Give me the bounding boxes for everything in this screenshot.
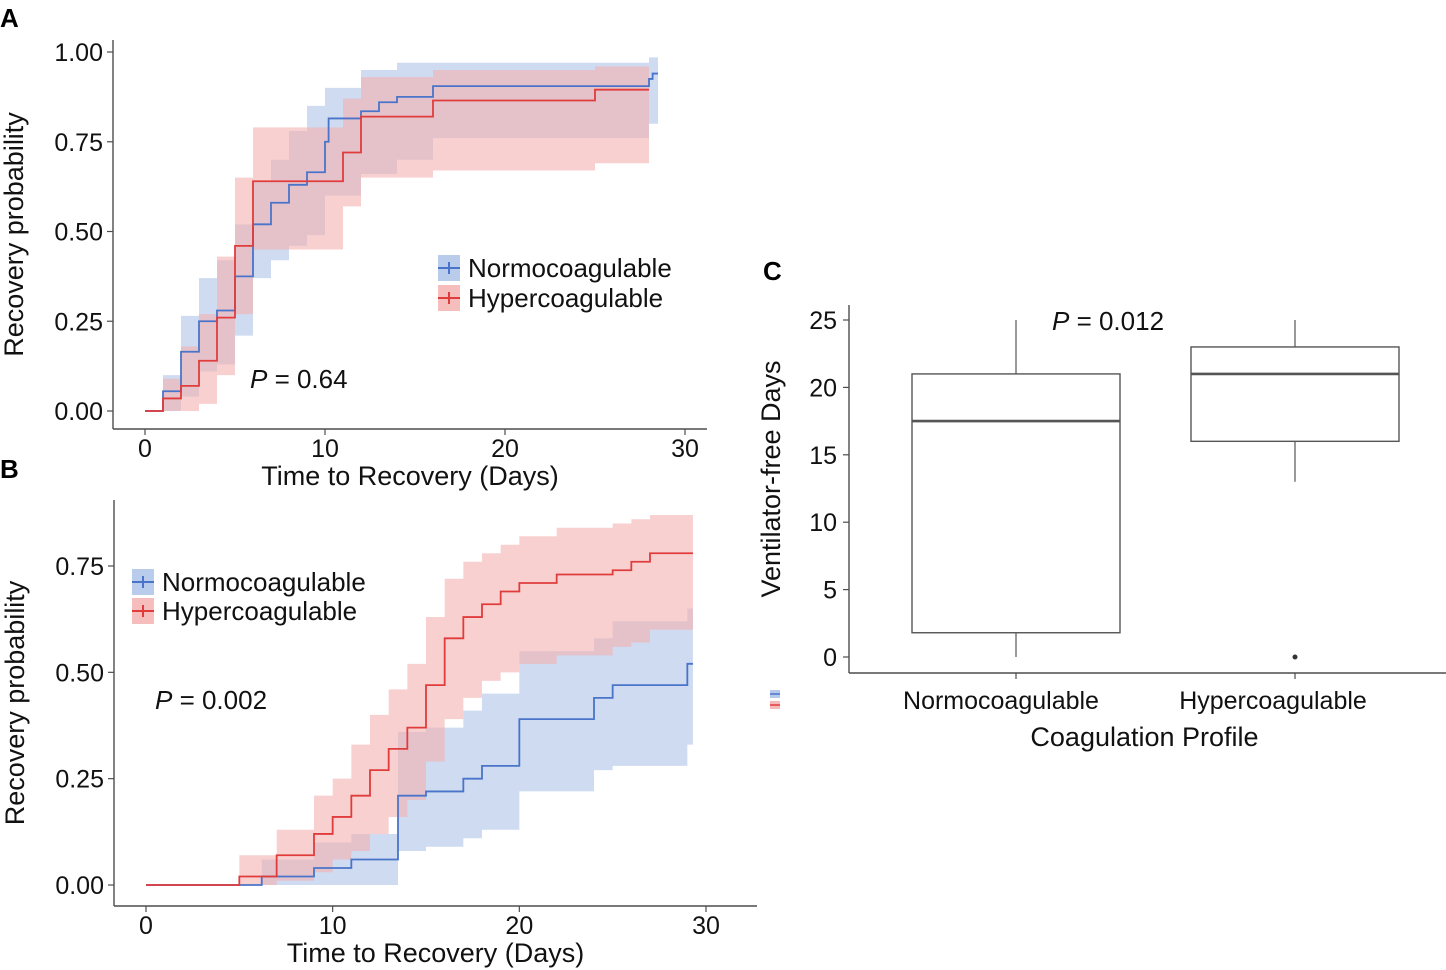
panel-b: 0.00 0.25 0.50 0.75 0 10 20 30 Time to Recovery … xyxy=(0,454,780,968)
y-tick-label: 0.75 xyxy=(55,553,104,581)
p-value-annotation: P = 0.002 xyxy=(155,685,267,715)
y-tick-label: 20 xyxy=(809,374,837,402)
legend-label-normocoagulable: Normocoagulable xyxy=(468,253,672,283)
y-tick-label: 10 xyxy=(809,509,837,537)
km-line-normocoagulable xyxy=(145,72,658,412)
y-tick-label: 0.25 xyxy=(55,766,104,794)
panel-label: A xyxy=(0,3,19,33)
x-tick-label: 0 xyxy=(138,435,152,463)
y-tick-label: 0.50 xyxy=(54,219,103,247)
x-axis-title: Coagulation Profile xyxy=(1030,722,1258,752)
box-hypercoagulable xyxy=(1190,346,1400,443)
y-axis-title: Recovery probability xyxy=(0,580,30,825)
km-line-hypercoagulable xyxy=(146,552,693,886)
p-value-annotation: P = 0.64 xyxy=(250,364,348,394)
y-tick-label: 25 xyxy=(809,307,837,335)
panel-label: C xyxy=(763,256,782,286)
x-tick-label: 10 xyxy=(311,435,339,463)
x-axis-title: Time to Recovery (Days) xyxy=(261,461,559,491)
x-tick-label: Hypercoagulable xyxy=(1179,687,1367,715)
legend-label-normocoagulable: Normocoagulable xyxy=(162,567,366,597)
x-tick-label: 30 xyxy=(671,435,699,463)
x-tick-label: 20 xyxy=(505,912,533,940)
y-axis-title: Ventilator-free Days xyxy=(756,360,786,597)
x-tick-label: Normocoagulable xyxy=(903,687,1099,715)
x-tick-label: 20 xyxy=(491,435,519,463)
panel-a: 0.00 0.25 0.50 0.75 1.00 0 10 20 30 Time to Recov… xyxy=(0,3,707,491)
x-tick-label: 0 xyxy=(139,912,153,940)
x-tick-label: 30 xyxy=(692,912,720,940)
y-tick-label: 15 xyxy=(809,442,837,470)
y-tick-label: 0.00 xyxy=(54,398,103,426)
km-line-hypercoagulable xyxy=(145,88,649,412)
p-value-annotation: P = 0.012 xyxy=(1052,306,1164,336)
y-tick-label: 0.50 xyxy=(55,659,104,687)
y-tick-label: 0.75 xyxy=(54,129,103,157)
y-tick-label: 0.25 xyxy=(54,308,103,336)
y-tick-label: 1.00 xyxy=(54,39,103,67)
x-tick-label: 10 xyxy=(319,912,347,940)
y-tick-label: 0.00 xyxy=(55,872,104,900)
legend-label-hypercoagulable: Hypercoagulable xyxy=(468,283,663,313)
y-tick-label: 5 xyxy=(823,577,837,605)
ci-band-hypercoagulable xyxy=(145,66,649,412)
ci-band-hypercoagulable xyxy=(146,514,693,885)
x-axis-title: Time to Recovery (Days) xyxy=(287,938,585,968)
box-normocoagulable xyxy=(911,373,1121,634)
km-line-normocoagulable xyxy=(146,662,693,886)
panel-c: 0 5 10 15 20 25 Normocoagulable Hypercoagulable… xyxy=(756,256,1446,752)
y-axis-title: Recovery probability xyxy=(0,112,29,357)
y-tick-label: 0 xyxy=(823,644,837,672)
outlier-point xyxy=(1292,654,1298,660)
panel-label: B xyxy=(0,454,19,484)
legend-label-hypercoagulable: Hypercoagulable xyxy=(162,596,357,626)
